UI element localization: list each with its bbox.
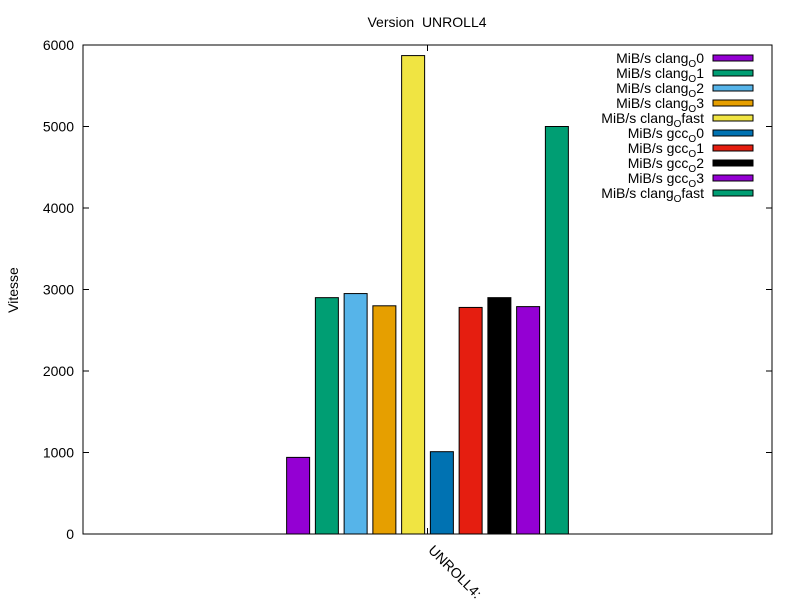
legend-swatch [712, 54, 754, 62]
y-tick-label: 6000 [43, 37, 74, 53]
legend-label: MiB/s clangO3 [616, 95, 704, 115]
y-tick-label: 0 [66, 526, 74, 542]
legend-label: MiB/s clangO1 [616, 65, 704, 85]
bar-series-6 [458, 306, 483, 535]
y-axis-label: Vitesse [5, 267, 21, 313]
legend-label: MiB/s clangOfast [601, 185, 704, 205]
legend-swatch [712, 129, 754, 137]
legend-swatch [712, 144, 754, 152]
bars-group [286, 55, 569, 535]
bar-series-0 [286, 456, 311, 535]
bar-series-1 [314, 297, 339, 535]
legend-label: MiB/s gccO3 [628, 170, 704, 190]
y-tick-label: 4000 [43, 200, 74, 216]
legend-label: MiB/s gccO1 [628, 140, 704, 160]
y-tick-label: 2000 [43, 363, 74, 379]
bar-series-8 [516, 306, 541, 535]
legend-swatch [712, 174, 754, 182]
bar-series-3 [372, 305, 397, 535]
legend-label: MiB/s clangO0 [616, 50, 704, 70]
x-tick-label: UNROLL4: [425, 542, 485, 600]
y-tick-label: 3000 [43, 282, 74, 298]
legend-label: MiB/s clangO2 [616, 80, 704, 100]
bar-series-7 [487, 297, 512, 535]
legend-label: MiB/s clangOfast [601, 110, 704, 130]
legend-label: MiB/s gccO2 [628, 155, 704, 175]
legend-swatch [712, 69, 754, 77]
bar-series-2 [343, 293, 368, 535]
bar-series-9 [544, 126, 569, 535]
y-tick-label: 5000 [43, 119, 74, 135]
legend-swatch [712, 189, 754, 197]
chart-title: Version UNROLL4 [367, 14, 486, 30]
legend-swatch [712, 84, 754, 92]
bar-series-4 [401, 55, 426, 535]
legend-swatch [712, 159, 754, 167]
bar-series-5 [429, 451, 454, 535]
y-tick-label: 1000 [43, 445, 74, 461]
legend-label: MiB/s gccO0 [628, 125, 704, 145]
y-axis-ticks: 0 1000 2000 3000 4000 5000 6000 [43, 37, 772, 542]
legend-swatch [712, 114, 754, 122]
legend-swatch [712, 99, 754, 107]
